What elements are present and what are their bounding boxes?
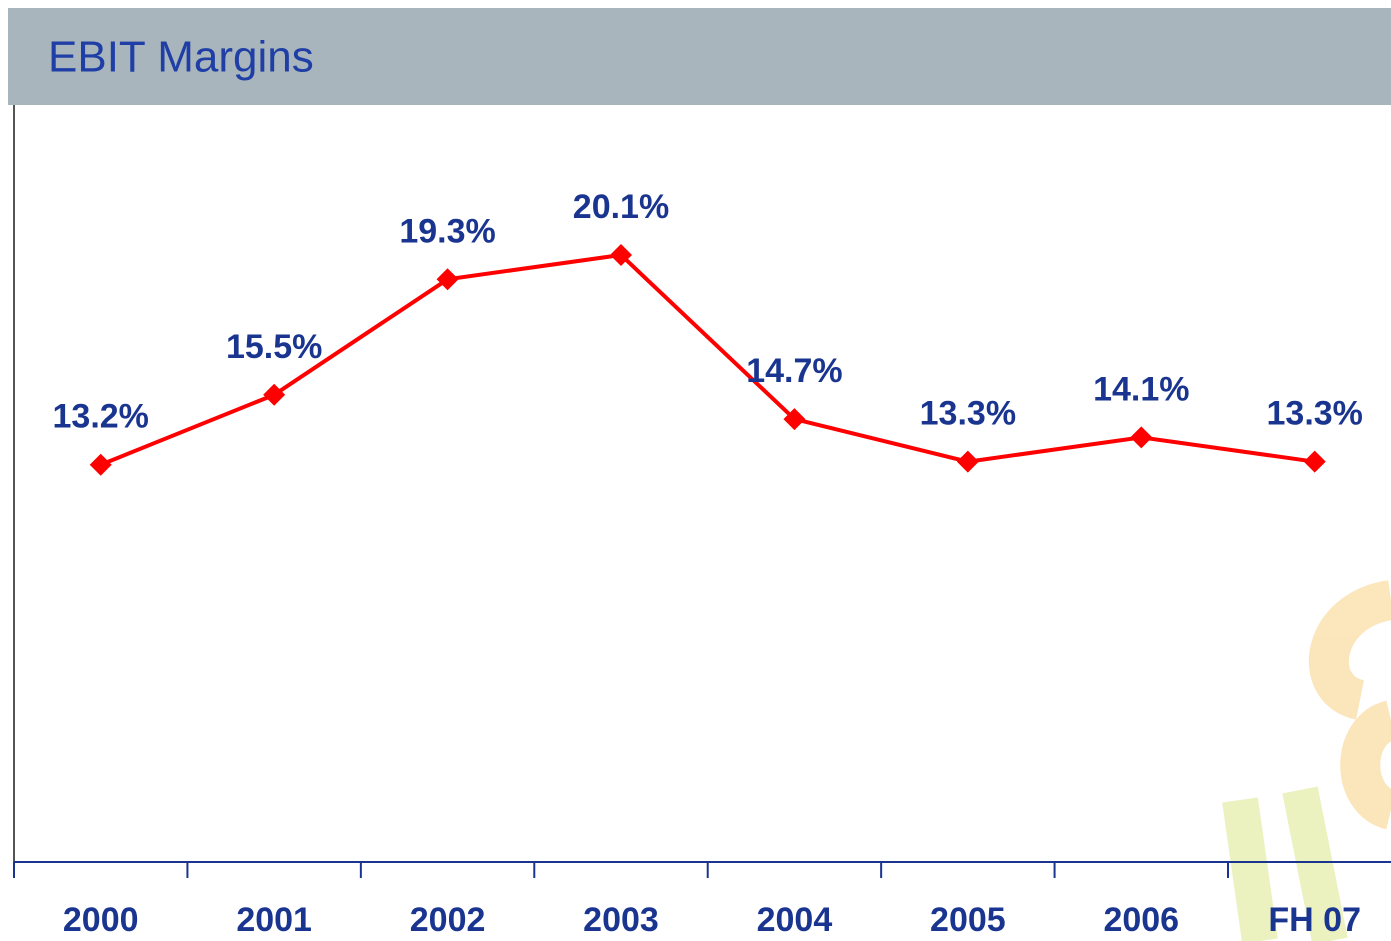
x-tick-label: 2001 xyxy=(236,901,312,939)
x-tick-label: 2004 xyxy=(757,901,833,939)
x-tick-label: 2006 xyxy=(1103,901,1179,939)
x-tick-label: FH 07 xyxy=(1268,901,1361,939)
data-label: 20.1% xyxy=(573,188,669,226)
data-label: 19.3% xyxy=(399,212,495,250)
data-label: 13.3% xyxy=(920,395,1016,433)
data-label: 15.5% xyxy=(226,328,322,366)
data-label: 13.3% xyxy=(1267,395,1363,433)
x-tick-label: 2005 xyxy=(930,901,1006,939)
background xyxy=(0,0,1391,941)
x-tick-label: 2002 xyxy=(410,901,486,939)
data-label: 14.1% xyxy=(1093,370,1189,408)
chart: EBIT Margins 2000 2001 2002 2003 2004 2005 200… xyxy=(0,0,1391,941)
x-tick-label: 2000 xyxy=(63,901,139,939)
x-tick-label: 2003 xyxy=(583,901,659,939)
data-label: 14.7% xyxy=(746,352,842,390)
data-label: 13.2% xyxy=(53,398,149,436)
chart-title: EBIT Margins xyxy=(48,33,314,82)
